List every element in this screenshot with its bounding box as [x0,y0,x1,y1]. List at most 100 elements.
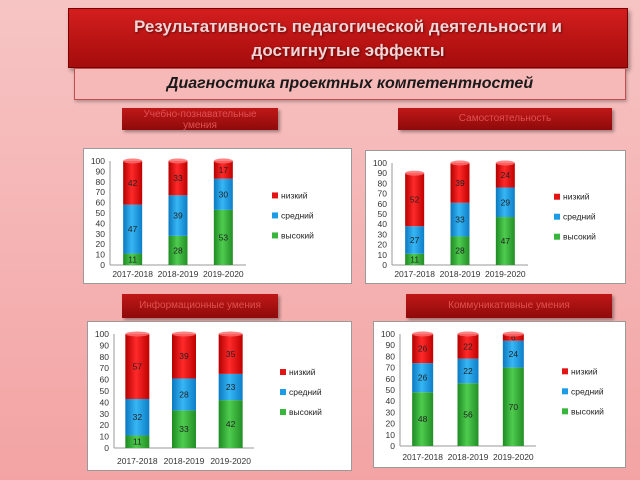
bar-средний-2017-2018 [405,226,425,254]
bar-низкий-2018-2019 [168,161,188,196]
y-tick-label-40: 40 [386,396,396,406]
y-tick-label-60: 60 [378,199,388,209]
bar-низкий-2018-2019 [172,334,196,379]
bar-cap-2018-2019 [172,331,196,337]
data-label-низкий-2017-2018: 26 [418,344,428,354]
x-tick-label-2017-2018: 2017-2018 [402,452,443,462]
y-tick-label-80: 80 [378,178,388,188]
x-tick-label-2018-2019: 2018-2019 [164,456,205,466]
bar-низкий-2018-2019 [457,334,479,359]
chart-0-svg: 01020304050607080901001147422017-2018283… [91,156,314,279]
y-tick-label-100: 100 [373,158,387,168]
y-tick-label-10: 10 [96,250,106,260]
data-label-высокий-2018-2019: 33 [179,424,189,434]
bar-высокий-2019-2020 [213,209,233,265]
y-tick-label-70: 70 [100,363,110,373]
bar-cap-2018-2019 [450,160,470,166]
data-label-низкий-2019-2020: 35 [226,349,236,359]
section-label-3: Информационные умения [122,294,278,318]
data-label-высокий-2019-2020: 70 [509,402,519,412]
section-label-2: Самостоятельность [398,108,612,130]
bar-cap-2019-2020 [218,331,243,337]
data-label-низкий-2017-2018: 42 [128,178,138,188]
legend-label-высокий: высокий [289,407,322,417]
data-label-высокий-2018-2019: 28 [455,246,465,256]
section-label-2-line-1: Самостоятельность [458,113,552,124]
bar-низкий-2017-2018 [123,161,143,205]
bar-низкий-2019-2020 [495,163,515,188]
legend-swatch-высокий [562,408,568,415]
bar-высокий-2017-2018 [405,253,425,265]
y-tick-label-40: 40 [100,397,110,407]
title-line-2: достигнутые эффекты [251,41,445,60]
legend-label-высокий: высокий [281,230,314,240]
section-label-4-line-1: Коммуникативные умения [448,300,570,311]
legend-swatch-низкий [280,369,286,376]
data-label-высокий-2019-2020: 42 [226,419,236,429]
y-tick-label-70: 70 [96,187,106,197]
section-label-4: Коммуникативные умения [406,294,612,318]
data-label-низкий-2018-2019: 39 [179,351,189,361]
data-label-низкий-2018-2019: 22 [463,341,473,351]
data-label-высокий-2018-2019: 28 [173,245,183,255]
data-label-высокий-2017-2018: 11 [133,437,142,447]
y-tick-label-30: 30 [386,407,396,417]
bar-низкий-2018-2019 [450,163,470,203]
bar-cap-2017-2018 [412,331,434,337]
section-label-1-line-2: умения [183,120,217,131]
y-tick-label-40: 40 [96,218,106,228]
data-label-средний-2017-2018: 27 [410,235,420,245]
data-label-средний-2018-2019: 39 [173,211,183,221]
y-tick-label-20: 20 [100,420,110,430]
slide-subtitle: Диагностика проектных компетентностей [74,68,626,100]
data-label-высокий-2017-2018: 11 [128,254,137,264]
bar-средний-2017-2018 [125,398,150,436]
bar-средний-2019-2020 [213,178,233,210]
y-tick-label-30: 30 [96,229,106,239]
data-label-высокий-2018-2019: 56 [463,410,473,420]
legend-swatch-средний [562,388,568,395]
title-line-1: Результативность педагогической деятельн… [134,17,562,36]
legend-swatch-высокий [554,233,560,240]
x-tick-label-2017-2018: 2017-2018 [112,269,153,279]
x-tick-label-2019-2020: 2019-2020 [210,456,251,466]
y-tick-label-0: 0 [100,260,105,270]
legend-swatch-средний [272,212,278,219]
legend-swatch-средний [280,389,286,396]
data-label-средний-2019-2020: 24 [509,349,519,359]
legend-label-высокий: высокий [563,232,596,242]
y-tick-label-70: 70 [378,189,388,199]
y-tick-label-30: 30 [378,229,388,239]
y-tick-label-10: 10 [100,432,110,442]
bar-высокий-2019-2020 [495,217,515,265]
bar-высокий-2017-2018 [412,392,434,446]
data-label-средний-2017-2018: 32 [133,412,143,422]
section-label-3-line-1: Информационные умения [139,300,261,311]
chart-uchebno-poznavatelnye: 0 10 20 30 40 50 60 70 80 90 100 11 47 42 2017-2018 28 3… [83,148,352,284]
data-label-средний-2017-2018: 26 [418,373,428,383]
bar-высокий-2018-2019 [457,383,479,446]
y-tick-label-20: 20 [386,419,396,429]
legend-label-высокий: высокий [571,406,604,416]
data-label-средний-2017-2018: 47 [128,224,138,234]
x-tick-label-2019-2020: 2019-2020 [493,452,534,462]
bar-высокий-2017-2018 [125,435,150,448]
y-tick-label-50: 50 [378,209,388,219]
bar-средний-2019-2020 [495,187,515,218]
data-label-низкий-2019-2020: 24 [501,170,511,180]
data-label-средний-2019-2020: 29 [501,197,511,207]
bar-высокий-2018-2019 [450,236,470,265]
x-tick-label-2019-2020: 2019-2020 [203,269,244,279]
chart-samostoyatelnost: 0 10 20 30 40 50 60 70 80 90 100 11 27 52 2017-2018 28 3… [365,150,626,284]
bar-средний-2017-2018 [412,363,434,393]
bar-средний-2018-2019 [457,358,479,384]
y-tick-label-90: 90 [378,168,388,178]
bar-высокий-2019-2020 [502,367,524,446]
legend-swatch-средний [554,213,560,220]
legend-label-средний: средний [281,210,314,220]
legend-label-средний: средний [563,212,596,222]
chart-3-svg: 01020304050607080901004826262017-2018562… [381,329,604,462]
bar-cap-2019-2020 [495,160,515,166]
data-label-средний-2019-2020: 23 [226,382,236,392]
